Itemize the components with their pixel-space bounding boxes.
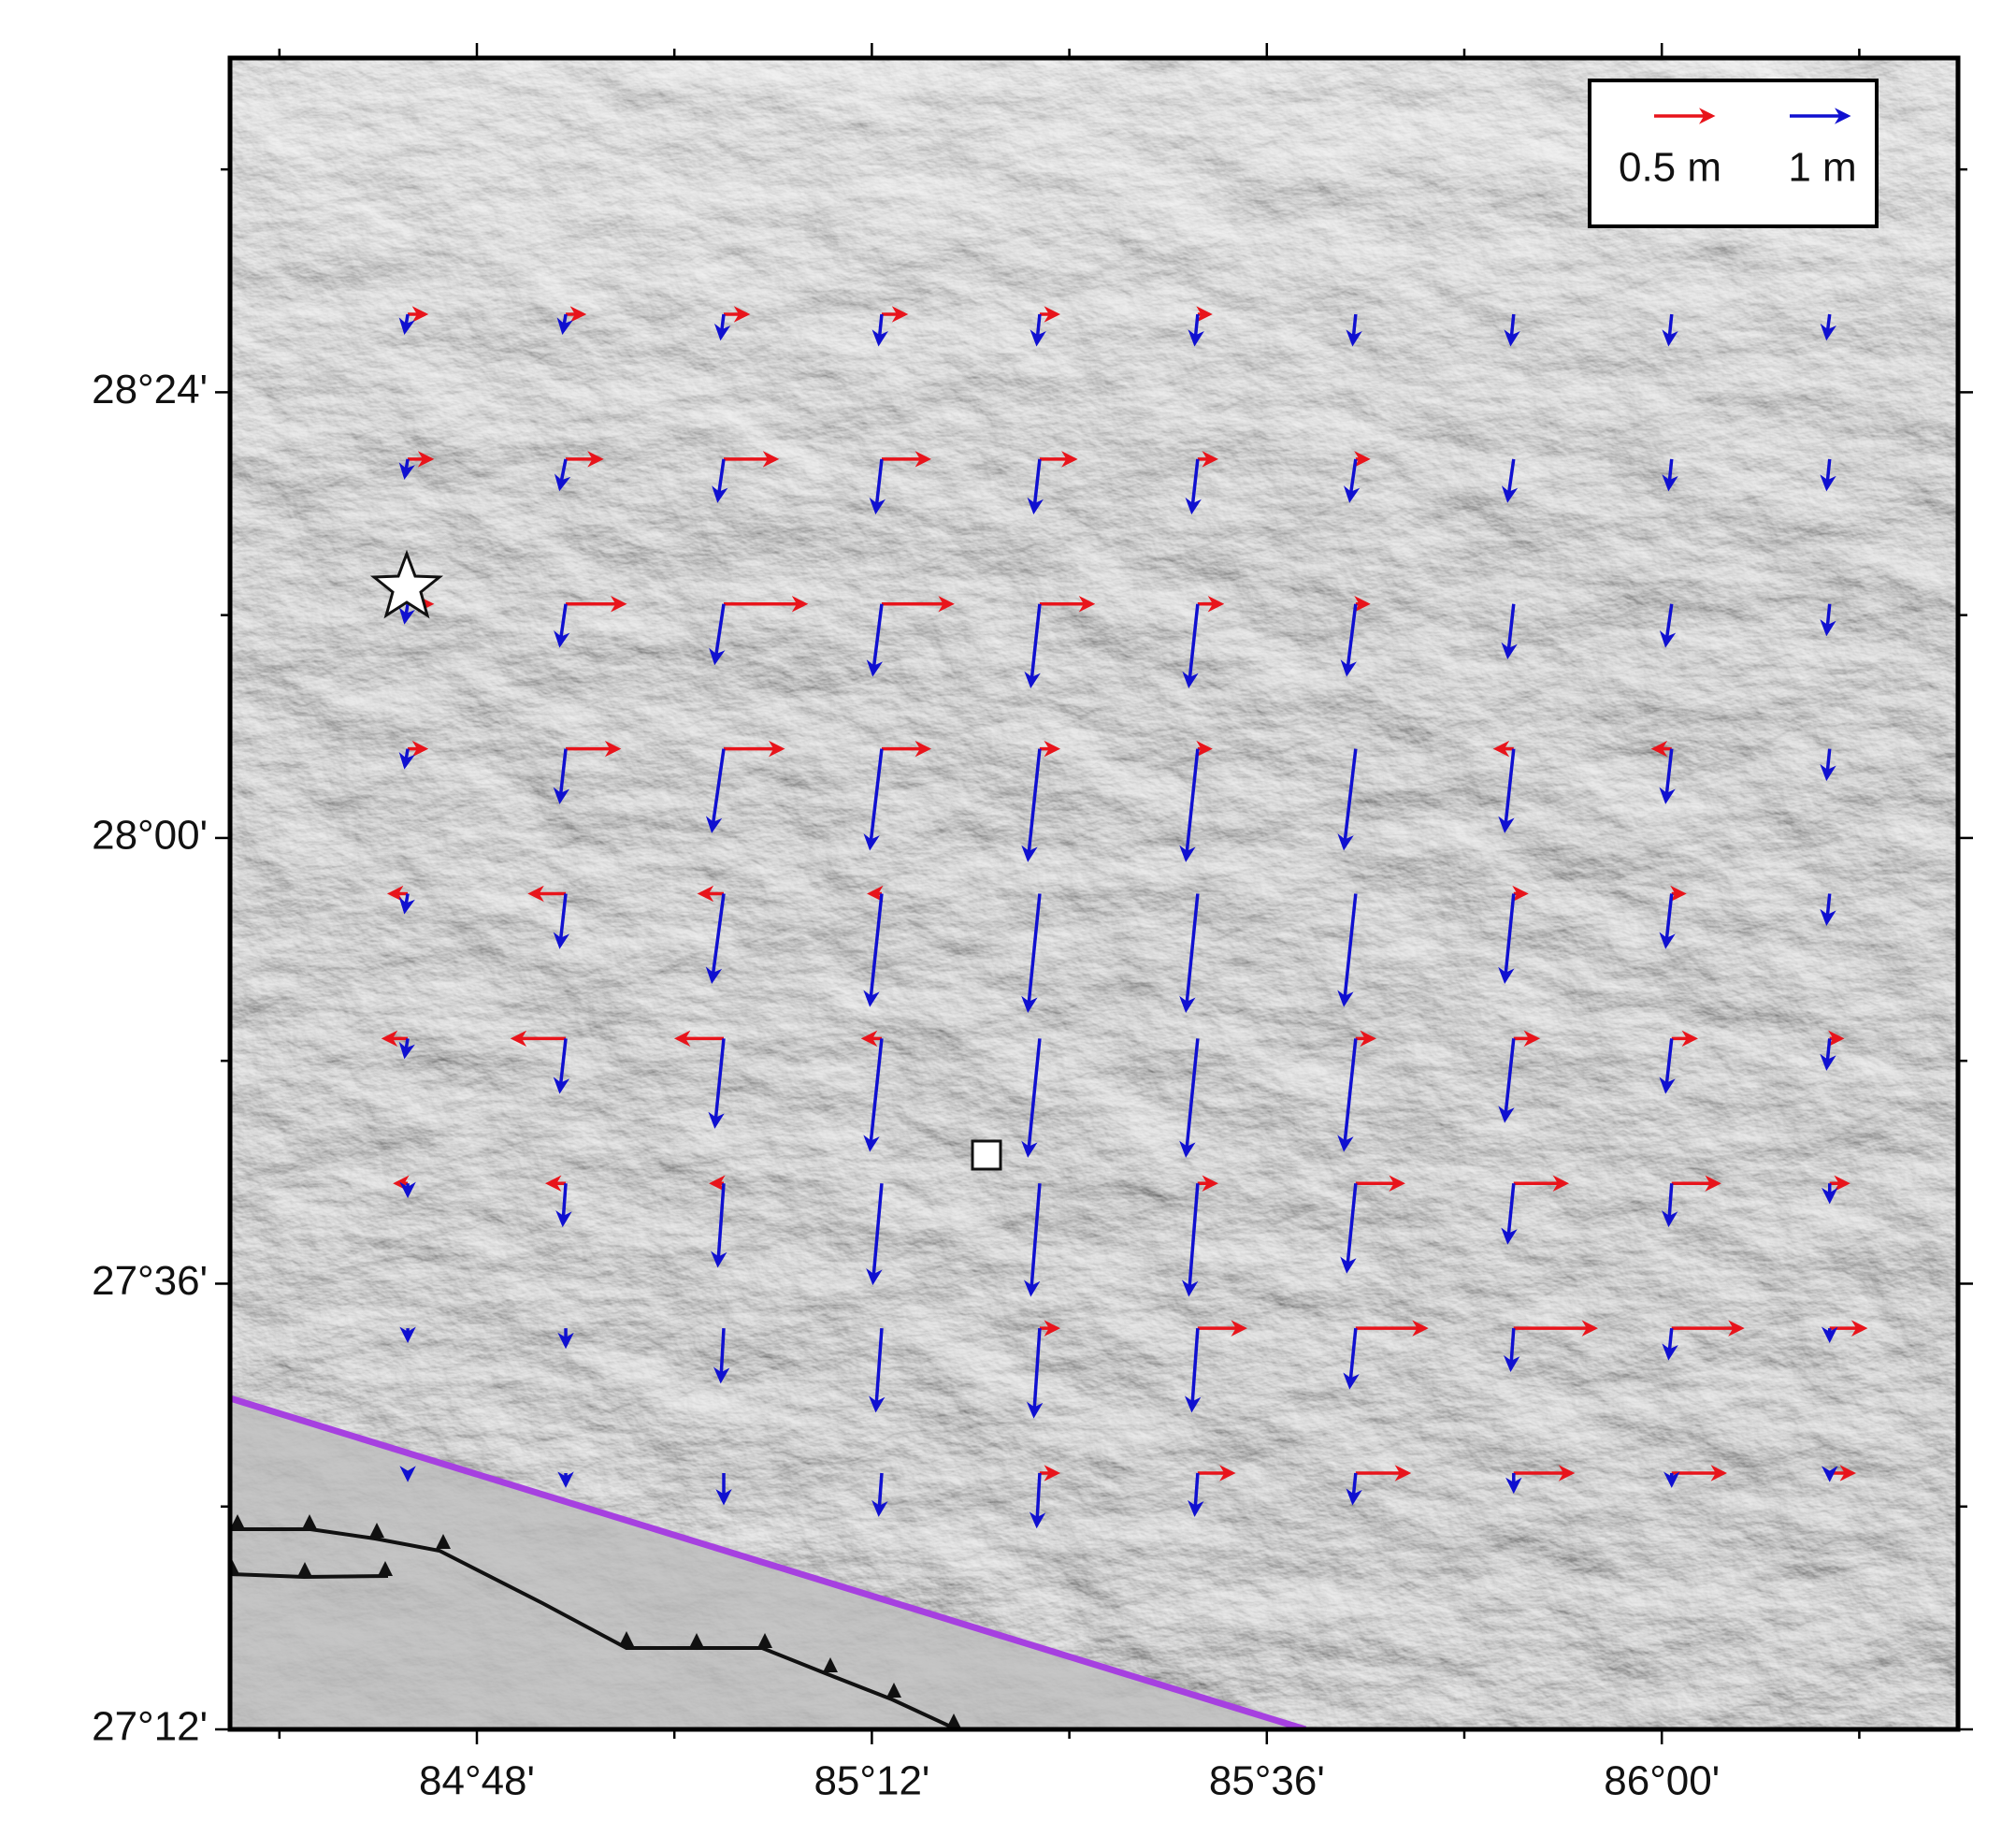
y-tick-label: 27°36' xyxy=(92,1258,208,1304)
vertical-vector xyxy=(1504,313,1520,347)
vertical-vector xyxy=(869,458,886,515)
vertical-vector xyxy=(1346,1472,1362,1506)
vertical-vector xyxy=(1337,1038,1358,1152)
vertical-vector xyxy=(398,893,415,915)
vertical-vector xyxy=(398,458,415,480)
vertical-vector xyxy=(1340,1183,1358,1274)
x-tick-label: 85°12' xyxy=(814,1758,929,1804)
vertical-vector xyxy=(1337,748,1358,851)
vertical-vector xyxy=(1659,1038,1676,1094)
vertical-vector xyxy=(1501,1183,1518,1245)
vertical-vector xyxy=(705,893,726,984)
vertical-vector xyxy=(705,748,726,833)
vertical-vector xyxy=(1188,1472,1204,1517)
vertical-vector xyxy=(863,748,884,851)
vertical-vector xyxy=(871,1472,888,1517)
vertical-vector xyxy=(398,313,415,336)
vertical-vector xyxy=(1024,603,1042,689)
vertical-vector xyxy=(555,1183,572,1228)
vertical-vector xyxy=(1184,1327,1202,1413)
vertical-vector xyxy=(1021,893,1042,1013)
vertical-vector xyxy=(398,1038,415,1060)
vertical-vector xyxy=(556,313,573,336)
vertical-vector xyxy=(553,748,570,804)
boundary-line xyxy=(230,1395,1307,1729)
vertical-vector xyxy=(398,748,415,770)
vertical-vector xyxy=(1662,1327,1678,1361)
vertical-vector xyxy=(1179,748,1200,862)
vertical-vector xyxy=(1188,313,1204,347)
vertical-vector xyxy=(1498,1038,1516,1123)
vertical-vector xyxy=(1820,603,1836,637)
vertical-vector xyxy=(1501,458,1519,503)
vertical-vector xyxy=(1340,603,1358,677)
vertical-vector xyxy=(1029,1472,1046,1529)
vertical-vector xyxy=(1820,1038,1836,1071)
vertical-vector xyxy=(1662,313,1678,347)
vertical-vector xyxy=(553,893,570,949)
vertical-vector xyxy=(1820,893,1836,926)
epicenter-star xyxy=(369,549,444,619)
vertical-vector xyxy=(1503,1327,1520,1373)
vertical-vector xyxy=(1023,1183,1042,1297)
vertical-vector xyxy=(1021,1038,1042,1158)
vertical-vector xyxy=(1820,458,1836,492)
x-tick-label: 86°00' xyxy=(1604,1758,1720,1804)
vertical-vector xyxy=(1662,458,1678,492)
legend: 0.5 m 1 m xyxy=(1588,79,1879,228)
vertical-vector xyxy=(1337,893,1358,1007)
vertical-vector xyxy=(1346,313,1362,347)
vertical-vector xyxy=(1185,458,1202,515)
map-area xyxy=(230,58,1958,1729)
vertical-vector xyxy=(863,1038,884,1152)
legend-box xyxy=(1588,79,1879,228)
vertical-vector xyxy=(1498,893,1516,984)
vertical-vector xyxy=(1343,458,1361,503)
map-frame xyxy=(227,55,1961,1732)
y-tick-label: 28°24' xyxy=(92,367,208,412)
vertical-vector xyxy=(869,1327,886,1413)
vertical-vector xyxy=(554,603,570,648)
vertical-vector xyxy=(863,893,884,1007)
vertical-vector xyxy=(1021,748,1042,862)
vertical-vector xyxy=(866,603,884,677)
vertical-vector xyxy=(871,313,888,347)
vertical-vector xyxy=(1659,603,1677,648)
vertical-vector xyxy=(1179,1038,1200,1158)
vertical-vector xyxy=(1659,748,1676,804)
vector-field xyxy=(381,306,1868,1529)
city-marker xyxy=(971,1139,1002,1171)
vertical-vector xyxy=(1026,1328,1044,1419)
y-tick-label: 28°00' xyxy=(92,813,208,859)
legend-label: 0.5 m xyxy=(1619,145,1721,191)
vertical-vector xyxy=(1179,893,1200,1013)
vertical-vector xyxy=(713,1328,730,1384)
vertical-vector xyxy=(1343,1327,1360,1390)
vertical-vector xyxy=(713,313,731,341)
vertical-vector xyxy=(1027,458,1044,515)
vertical-vector xyxy=(1820,313,1837,341)
vertical-vector xyxy=(1030,313,1046,347)
x-tick-label: 84°48' xyxy=(419,1758,535,1804)
vertical-vector xyxy=(709,603,726,666)
vertical-vector xyxy=(1182,603,1200,689)
vertical-vector xyxy=(866,1183,884,1286)
legend-label: 1 m xyxy=(1788,145,1856,191)
vertical-vector xyxy=(1498,748,1516,833)
vertical-vector xyxy=(708,1038,726,1129)
vertical-vector xyxy=(711,1183,727,1268)
vertical-vector xyxy=(1181,1183,1200,1297)
vertical-vector xyxy=(1661,1183,1678,1228)
vertical-vector xyxy=(1501,603,1518,660)
vertical-vector xyxy=(554,458,571,492)
vertical-vector xyxy=(1820,748,1836,782)
vertical-vector xyxy=(1659,893,1676,949)
y-tick-label: 27°12' xyxy=(92,1704,208,1750)
vertical-vector xyxy=(712,458,728,503)
vertical-vector xyxy=(553,1038,570,1094)
vertical-vector xyxy=(398,603,415,625)
x-tick-label: 85°36' xyxy=(1209,1758,1325,1804)
fault-line xyxy=(230,1527,958,1729)
